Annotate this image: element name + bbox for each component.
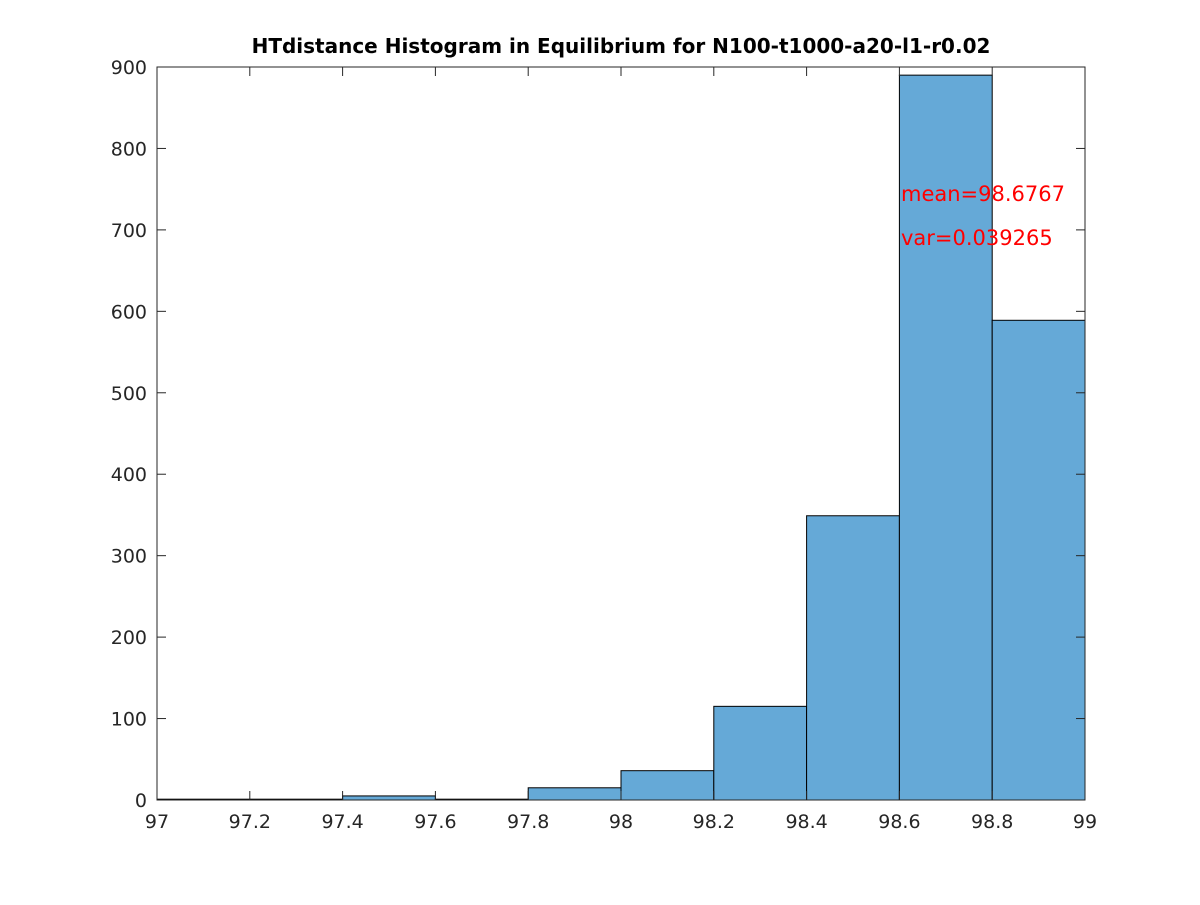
mean-annotation: mean=98.6767 — [901, 182, 1065, 206]
x-tick-label: 98.6 — [878, 811, 920, 833]
y-tick-label: 300 — [111, 546, 147, 568]
x-tick-label: 97 — [145, 811, 169, 833]
histogram-bar — [342, 795, 436, 801]
histogram-bar — [713, 705, 808, 801]
histogram-bar — [806, 515, 900, 801]
x-tick-label: 98.2 — [693, 811, 735, 833]
y-tick-label: 400 — [111, 464, 147, 486]
histogram-bar — [620, 770, 715, 801]
x-tick-label: 97.6 — [414, 811, 456, 833]
x-tick-label: 98 — [609, 811, 633, 833]
y-tick-label: 0 — [135, 790, 147, 812]
y-tick-label: 200 — [111, 627, 147, 649]
x-tick-label: 97.4 — [321, 811, 363, 833]
histogram-bar — [991, 319, 1086, 801]
y-tick-label: 100 — [111, 709, 147, 731]
y-tick-label: 800 — [111, 138, 147, 160]
y-tick-label: 500 — [111, 383, 147, 405]
chart-title: HTdistance Histogram in Equilibrium for … — [252, 34, 991, 58]
y-tick-label: 600 — [111, 301, 147, 323]
x-tick-label: 98.4 — [785, 811, 827, 833]
histogram-bar — [898, 74, 993, 801]
variance-annotation: var=0.039265 — [901, 226, 1053, 250]
y-tick-label: 900 — [111, 57, 147, 79]
x-tick-label: 97.2 — [229, 811, 271, 833]
x-tick-label: 97.8 — [507, 811, 549, 833]
y-ticks-group: 0 100 200 300 400 500 600 700 800 900 — [111, 57, 1085, 812]
histogram-bar — [527, 787, 622, 801]
x-tick-label: 98.8 — [971, 811, 1013, 833]
x-tick-label: 99 — [1073, 811, 1097, 833]
x-ticks-group: 97 97.2 97.4 97.6 97.8 98 98.2 98.4 98.6 98.8 99 — [145, 67, 1097, 833]
bars-group — [156, 74, 1086, 801]
y-tick-label: 700 — [111, 220, 147, 242]
